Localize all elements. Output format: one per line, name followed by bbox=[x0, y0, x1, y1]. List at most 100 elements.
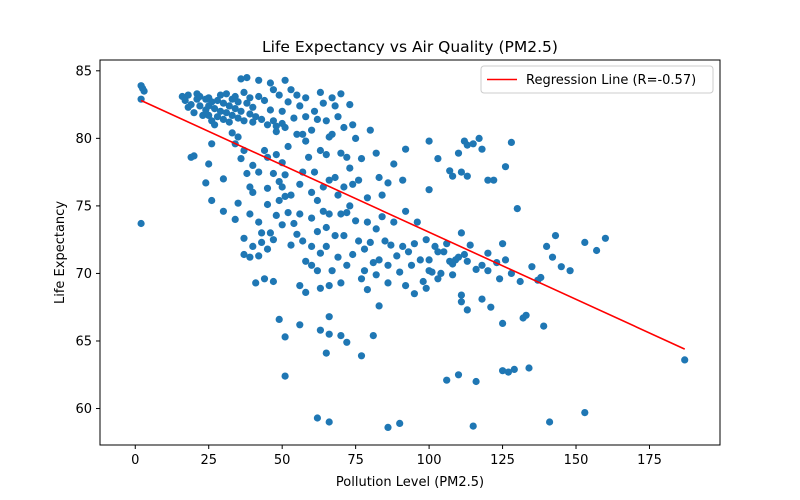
data-point bbox=[363, 286, 371, 294]
data-point bbox=[396, 419, 404, 427]
data-point bbox=[528, 263, 536, 271]
data-point bbox=[346, 101, 354, 109]
data-point bbox=[393, 252, 401, 260]
data-point bbox=[249, 118, 257, 126]
data-point bbox=[369, 259, 377, 267]
data-point bbox=[434, 248, 442, 256]
x-tick-label: 75 bbox=[347, 453, 364, 468]
x-tick-label: 100 bbox=[417, 453, 442, 468]
data-point bbox=[213, 96, 222, 105]
data-point bbox=[211, 105, 219, 113]
regression-layer bbox=[140, 99, 686, 350]
data-point bbox=[269, 86, 277, 94]
data-point bbox=[466, 241, 474, 249]
data-point bbox=[440, 248, 448, 256]
data-point bbox=[190, 109, 198, 117]
data-point bbox=[302, 94, 310, 102]
data-point bbox=[463, 141, 471, 149]
data-point bbox=[384, 179, 392, 187]
data-point bbox=[275, 178, 283, 186]
data-point bbox=[463, 257, 471, 265]
data-point bbox=[593, 246, 601, 255]
data-point bbox=[266, 229, 274, 237]
data-point bbox=[566, 267, 574, 275]
data-point bbox=[249, 161, 257, 169]
data-point bbox=[425, 186, 433, 194]
data-point bbox=[472, 377, 480, 386]
data-point bbox=[337, 149, 345, 157]
data-point bbox=[302, 288, 310, 296]
chart-title: Life Expectancy vs Air Quality (PM2.5) bbox=[262, 38, 558, 56]
data-point bbox=[319, 207, 327, 215]
data-point bbox=[322, 151, 330, 159]
data-point bbox=[352, 217, 360, 225]
y-tick-label: 65 bbox=[75, 334, 92, 349]
data-point bbox=[425, 256, 433, 264]
plot-frame bbox=[99, 59, 721, 446]
data-point bbox=[258, 238, 266, 246]
data-point bbox=[478, 145, 486, 153]
data-point bbox=[228, 129, 236, 137]
data-point bbox=[457, 168, 465, 176]
data-point bbox=[208, 140, 216, 148]
data-point bbox=[437, 269, 445, 277]
data-point bbox=[463, 306, 471, 314]
data-point bbox=[260, 275, 269, 283]
data-point bbox=[313, 228, 321, 236]
data-point bbox=[258, 115, 266, 123]
data-point bbox=[325, 330, 333, 338]
data-point bbox=[413, 218, 421, 226]
data-point bbox=[331, 173, 339, 182]
data-point bbox=[293, 130, 301, 138]
data-point bbox=[269, 117, 277, 125]
y-axis-title: Life Expectancy bbox=[53, 201, 68, 304]
data-point bbox=[190, 152, 198, 160]
data-point bbox=[231, 92, 239, 101]
data-point bbox=[281, 171, 289, 179]
data-point bbox=[363, 218, 371, 226]
data-point bbox=[308, 261, 316, 269]
data-point bbox=[343, 153, 351, 161]
data-point bbox=[478, 261, 486, 269]
data-point bbox=[325, 418, 333, 426]
data-point bbox=[246, 110, 254, 118]
data-point bbox=[243, 99, 251, 107]
data-point bbox=[337, 332, 345, 340]
data-point bbox=[434, 275, 442, 283]
data-point bbox=[375, 256, 383, 264]
data-point bbox=[313, 196, 321, 205]
data-point bbox=[504, 368, 512, 376]
data-point bbox=[137, 219, 145, 228]
data-point bbox=[249, 188, 257, 196]
data-point bbox=[234, 98, 242, 106]
data-point bbox=[349, 250, 357, 259]
data-point bbox=[484, 267, 492, 275]
data-point bbox=[272, 151, 280, 159]
data-point bbox=[366, 126, 374, 134]
data-point bbox=[275, 91, 283, 99]
data-point bbox=[260, 146, 269, 155]
data-point bbox=[507, 269, 515, 277]
data-point bbox=[308, 126, 316, 134]
data-point bbox=[284, 209, 292, 217]
data-point bbox=[516, 277, 524, 286]
data-point bbox=[296, 321, 304, 329]
data-point bbox=[272, 211, 280, 219]
data-point bbox=[249, 242, 257, 250]
data-point bbox=[237, 155, 245, 163]
data-point bbox=[469, 422, 477, 430]
data-point bbox=[240, 117, 248, 125]
data-point bbox=[316, 284, 324, 292]
data-point bbox=[252, 113, 260, 121]
data-point bbox=[407, 261, 416, 269]
data-point bbox=[255, 168, 263, 176]
data-point bbox=[346, 164, 354, 172]
data-point bbox=[551, 232, 560, 240]
data-point bbox=[343, 261, 351, 269]
data-point bbox=[287, 241, 295, 249]
data-point bbox=[246, 94, 254, 102]
data-point bbox=[355, 176, 363, 184]
data-point bbox=[275, 196, 283, 205]
data-point bbox=[231, 215, 239, 223]
data-point bbox=[208, 196, 216, 205]
